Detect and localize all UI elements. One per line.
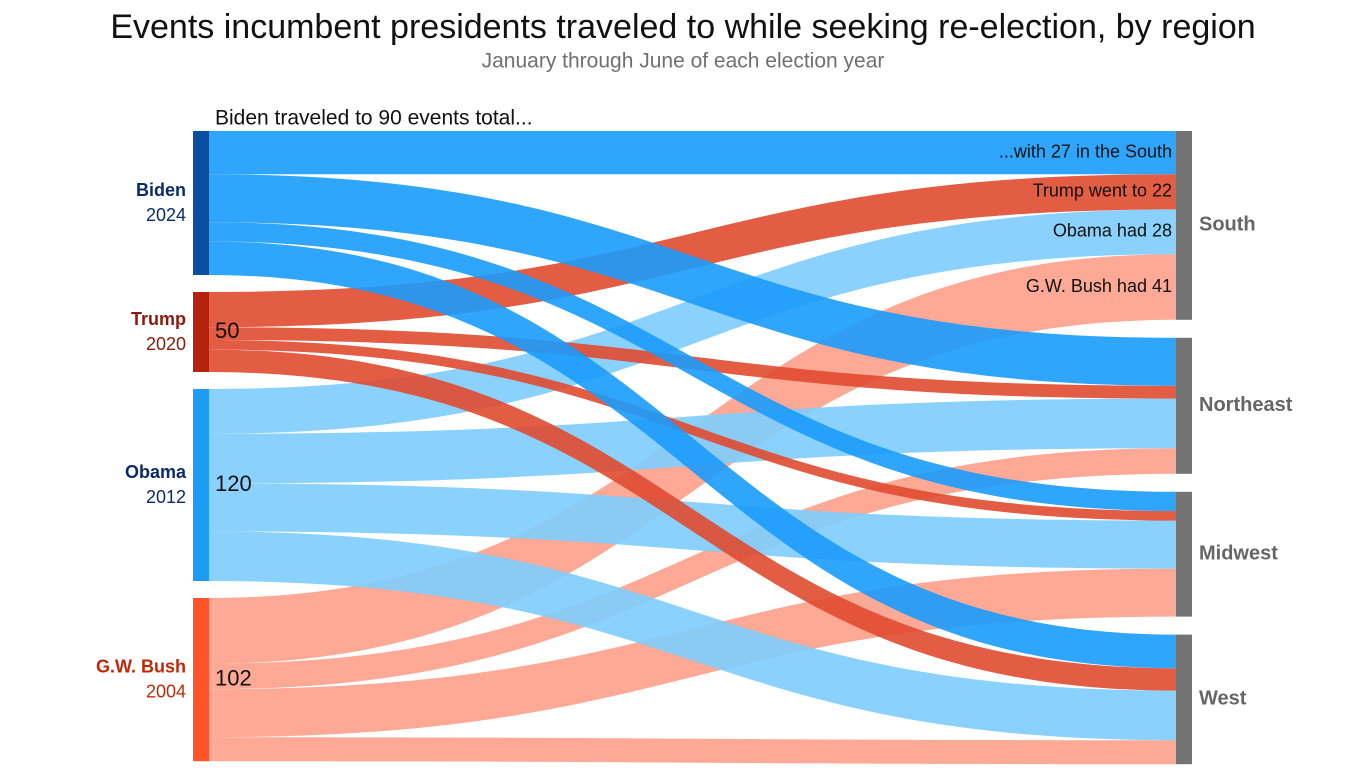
source-total: 50	[215, 318, 239, 343]
target-name: West	[1199, 688, 1247, 710]
source-year: 2024	[146, 205, 186, 225]
flow	[209, 737, 1176, 765]
source-name: G.W. Bush	[96, 656, 186, 676]
flow-note: ...with 27 in the South	[999, 141, 1172, 161]
source-year: 2004	[146, 681, 186, 701]
flow-note: Trump went to 22	[1033, 181, 1172, 201]
flow	[209, 349, 1176, 691]
flow	[209, 222, 1176, 511]
nodes: Biden 2024 ...with 27 in the South Trump 202…	[96, 131, 1293, 765]
flow	[209, 340, 1176, 521]
flow	[209, 131, 1176, 175]
flow	[209, 531, 1176, 741]
target-node	[1176, 491, 1192, 617]
flow	[209, 174, 1176, 386]
flows	[209, 131, 1176, 765]
source-name: Biden	[136, 180, 186, 200]
source-total: 120	[215, 471, 252, 496]
flow-note: G.W. Bush had 41	[1026, 276, 1172, 296]
flow-note: Obama had 28	[1053, 221, 1172, 241]
source-node	[193, 389, 209, 581]
flow	[209, 241, 1176, 669]
chart-subtitle: January through June of each election ye…	[482, 50, 885, 73]
target-name: Northeast	[1199, 394, 1293, 416]
target-node	[1176, 634, 1192, 765]
flow	[209, 448, 1176, 690]
target-name: Midwest	[1199, 542, 1278, 564]
source-total: 102	[215, 665, 252, 690]
annotation: Biden traveled to 90 events total...	[215, 107, 533, 130]
target-node	[1176, 131, 1192, 320]
source-year: 2020	[146, 334, 186, 354]
source-year: 2012	[146, 487, 186, 507]
source-node	[193, 131, 209, 275]
target-node	[1176, 337, 1192, 474]
source-node	[193, 292, 209, 372]
source-name: Trump	[131, 309, 186, 329]
target-name: South	[1199, 214, 1256, 236]
source-node	[193, 598, 209, 762]
source-name: Obama	[125, 462, 187, 482]
flow	[209, 209, 1176, 434]
chart-title: Events incumbent presidents traveled to …	[110, 8, 1255, 46]
